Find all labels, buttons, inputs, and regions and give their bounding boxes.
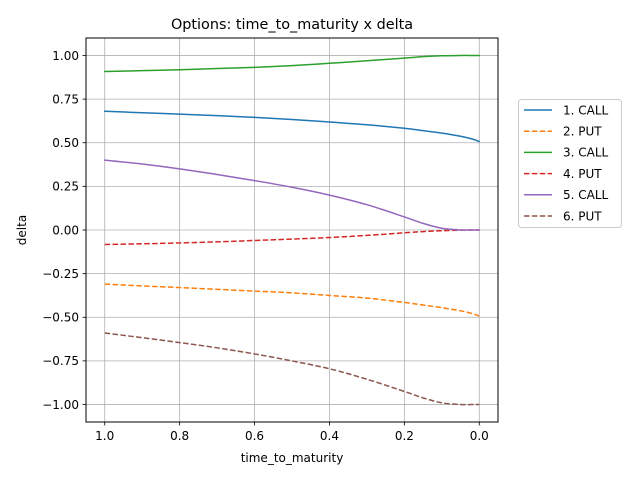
- chart-title: Options: time_to_maturity x delta: [171, 17, 413, 33]
- x-tick-label: 1.0: [95, 429, 114, 443]
- legend: 1. CALL 2. PUT 3. CALL 4. PUT 5. CALL 6. PUT: [518, 99, 622, 228]
- series-line-3: [103, 54, 481, 73]
- y-tick-label: 0.00: [52, 223, 79, 237]
- legend-label: 5. CALL: [563, 188, 609, 202]
- legend-label: 6. PUT: [563, 209, 602, 223]
- x-tick-label: 0.0: [470, 429, 489, 443]
- y-tick-label: −0.75: [42, 354, 79, 368]
- series-line-2: [104, 283, 480, 317]
- x-tick-label: 0.4: [320, 429, 339, 443]
- y-tick-label: 0.25: [52, 180, 79, 194]
- y-axis-label: delta: [15, 215, 29, 245]
- series-line-1: [103, 110, 481, 143]
- y-tick-label: −1.00: [42, 398, 79, 412]
- legend-box: [518, 99, 622, 228]
- x-axis-label: time_to_maturity: [241, 451, 344, 465]
- legend-label: 2. PUT: [563, 125, 602, 139]
- y-tick-label: 0.50: [52, 136, 79, 150]
- x-tick-label: 0.6: [245, 429, 264, 443]
- x-axis: 1.0 0.8 0.6 0.4 0.2 0.0: [95, 422, 489, 443]
- y-axis: 1.00 0.75 0.50 0.25 0.00 −0.25 −0.50 −0.75 −1.00: [42, 49, 86, 412]
- series-line-5: [103, 159, 481, 231]
- x-tick-label: 0.2: [395, 429, 414, 443]
- y-tick-label: 0.75: [52, 92, 79, 106]
- y-tick-label: 1.00: [52, 49, 79, 63]
- legend-label: 1. CALL: [563, 103, 609, 117]
- legend-label: 4. PUT: [563, 167, 602, 181]
- legend-label: 3. CALL: [563, 146, 609, 160]
- series-line-6: [104, 332, 480, 406]
- y-tick-label: −0.50: [42, 311, 79, 325]
- x-tick-label: 0.8: [170, 429, 189, 443]
- series-lines: [103, 54, 481, 406]
- y-tick-label: −0.25: [42, 267, 79, 281]
